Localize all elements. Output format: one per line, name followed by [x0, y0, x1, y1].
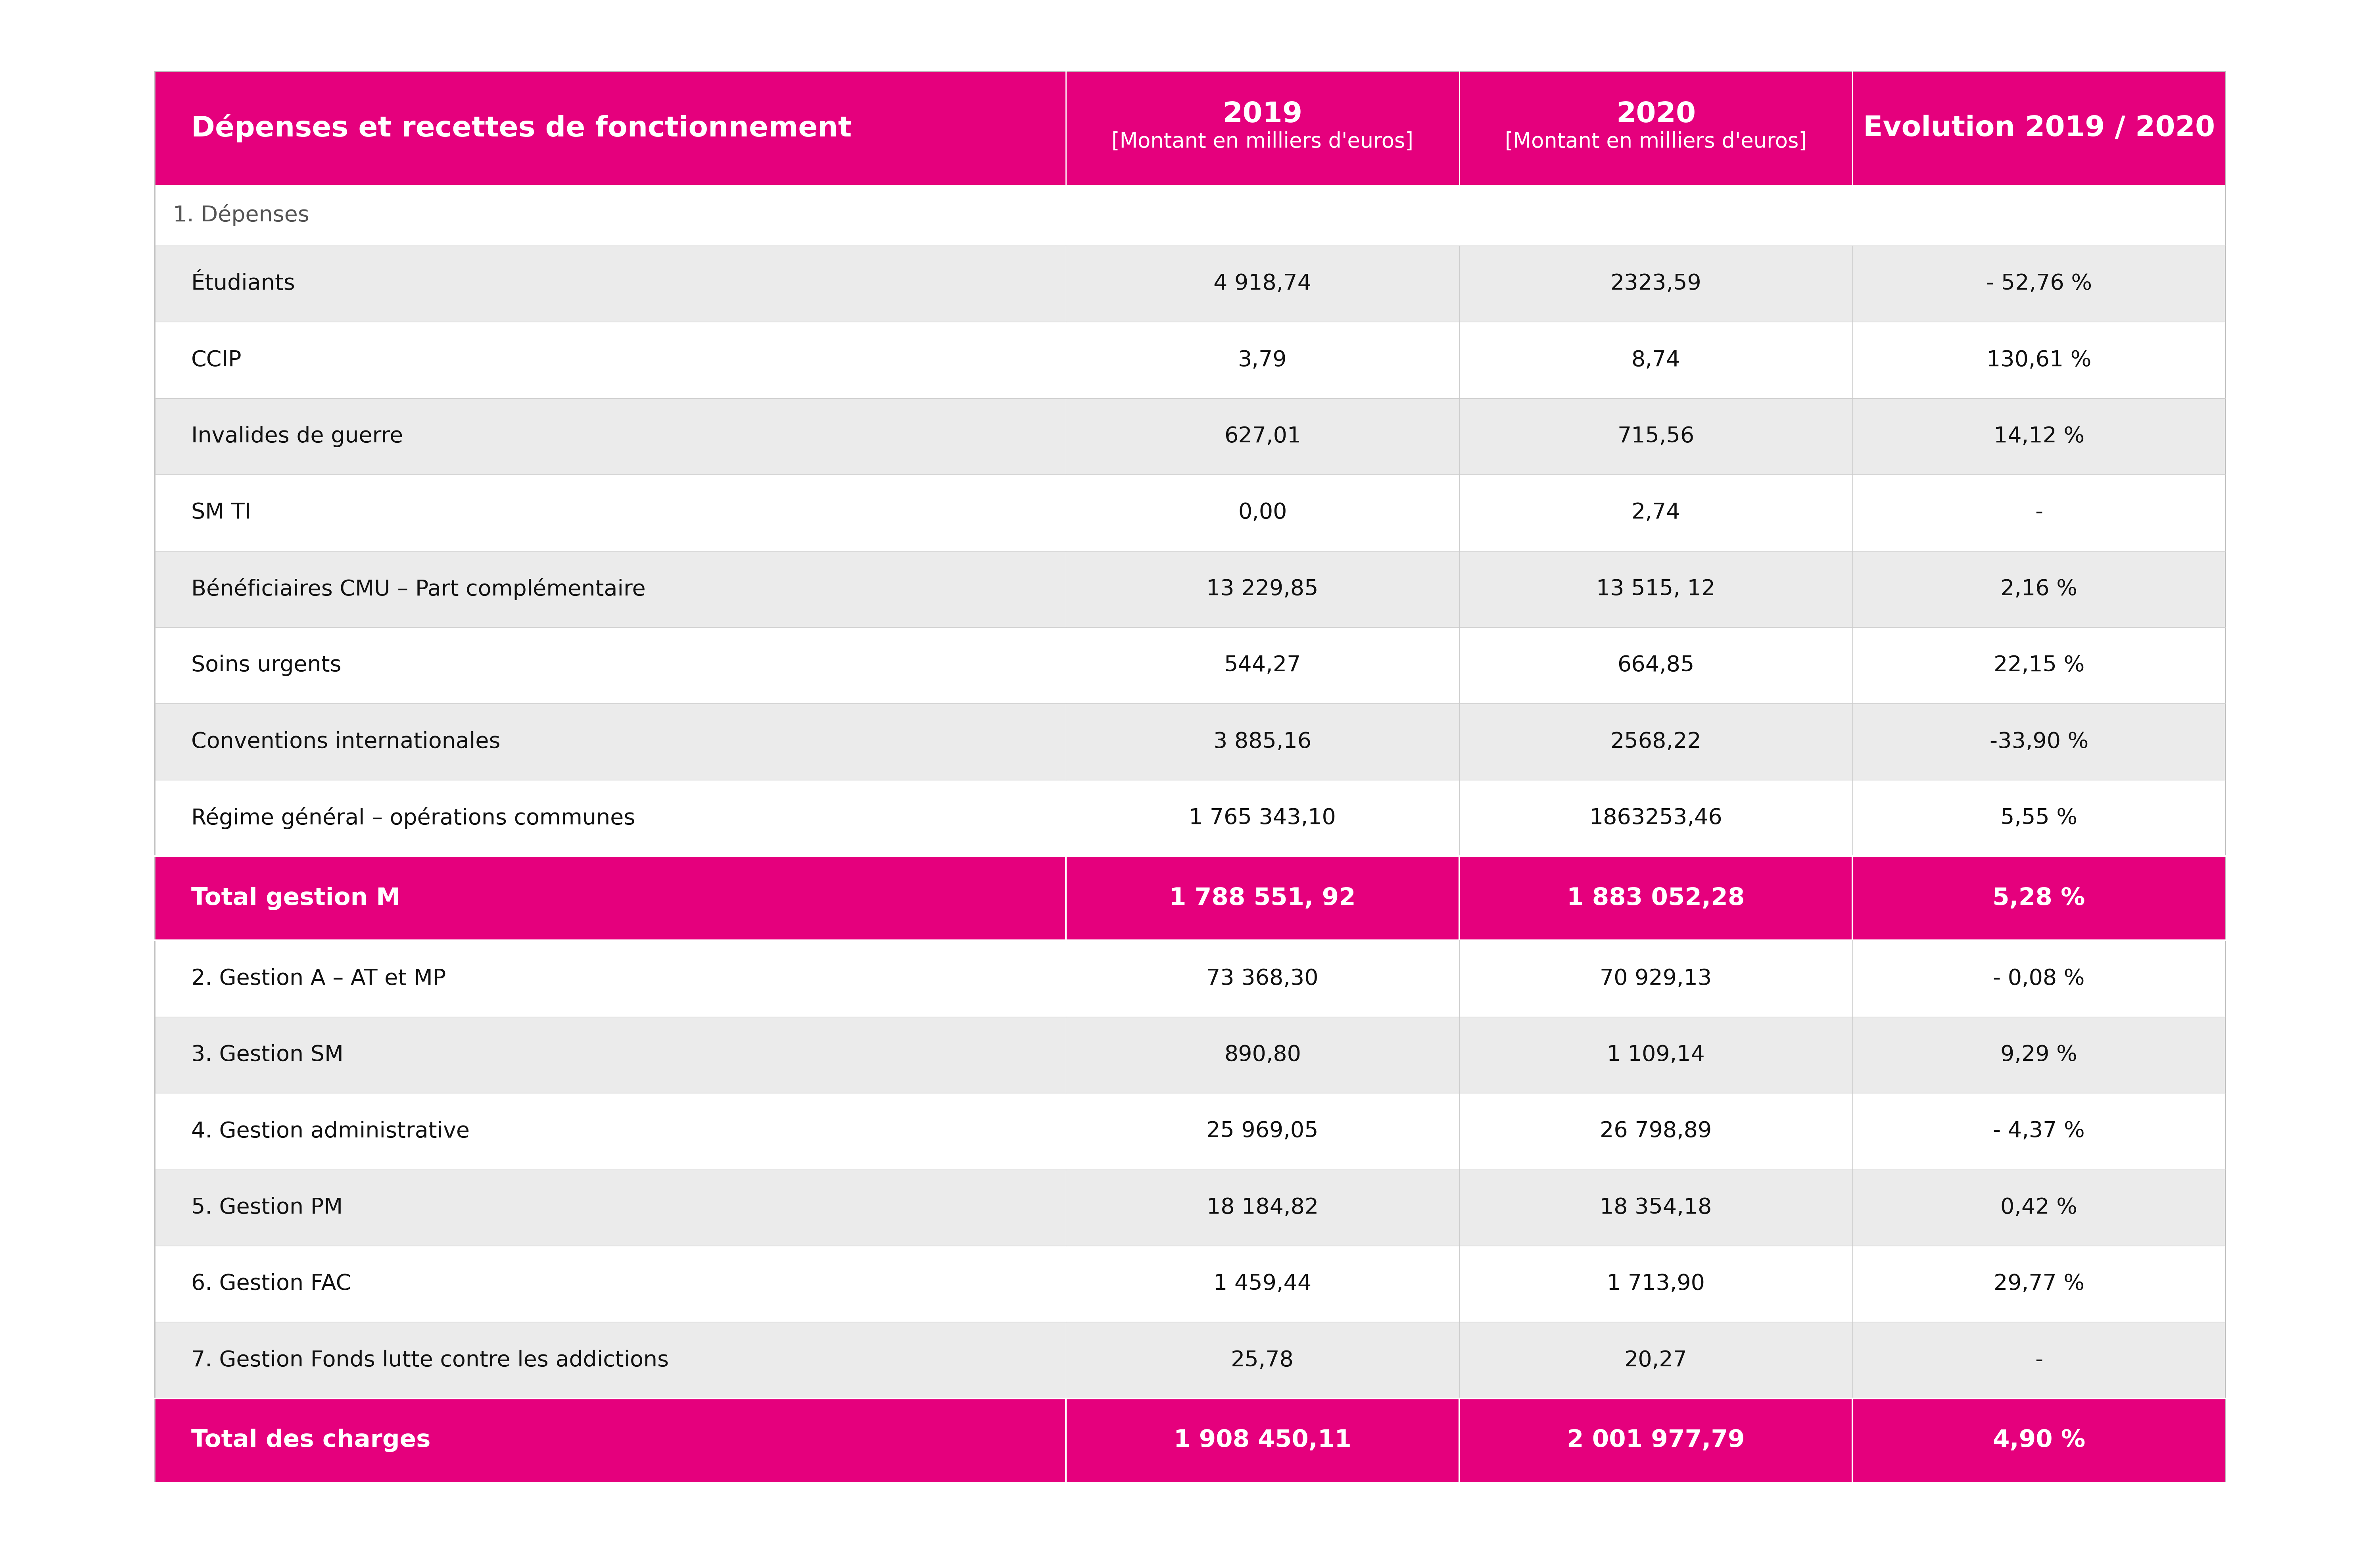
- Text: Bénéficiaires CMU – Part complémentaire: Bénéficiaires CMU – Part complémentaire: [190, 578, 645, 600]
- Text: -: -: [2035, 1349, 2042, 1371]
- Text: 4,90 %: 4,90 %: [1992, 1428, 2085, 1451]
- Text: 3 885,16: 3 885,16: [1214, 730, 1311, 752]
- Text: 1863253,46: 1863253,46: [1590, 808, 1723, 828]
- Text: 5,55 %: 5,55 %: [2002, 808, 2078, 828]
- Bar: [155, 1246, 2225, 1322]
- Text: 1 765 343,10: 1 765 343,10: [1190, 808, 1335, 828]
- Text: 2568,22: 2568,22: [1611, 730, 1702, 752]
- Bar: [155, 246, 2225, 322]
- Text: 7. Gestion Fonds lutte contre les addictions: 7. Gestion Fonds lutte contre les addict…: [190, 1349, 669, 1371]
- Text: 20,27: 20,27: [1626, 1349, 1687, 1371]
- Text: 1 883 052,28: 1 883 052,28: [1566, 887, 1745, 911]
- Text: 890,80: 890,80: [1223, 1044, 1302, 1066]
- Text: Invalides de guerre: Invalides de guerre: [190, 426, 402, 448]
- Text: Conventions internationales: Conventions internationales: [190, 730, 500, 752]
- Text: 2,74: 2,74: [1630, 502, 1680, 524]
- Text: 3. Gestion SM: 3. Gestion SM: [190, 1044, 343, 1066]
- Bar: [155, 940, 2225, 1016]
- Text: Total des charges: Total des charges: [190, 1428, 431, 1451]
- Text: Soins urgents: Soins urgents: [190, 654, 340, 676]
- Bar: [155, 704, 2225, 780]
- Text: CCIP: CCIP: [190, 350, 243, 371]
- Bar: [155, 185, 2225, 246]
- Text: 13 229,85: 13 229,85: [1207, 578, 1319, 600]
- Text: 8,74: 8,74: [1630, 350, 1680, 371]
- Text: 715,56: 715,56: [1618, 426, 1695, 448]
- Bar: [155, 1016, 2225, 1092]
- Text: 5. Gestion PM: 5. Gestion PM: [190, 1197, 343, 1218]
- Text: 130,61 %: 130,61 %: [1987, 350, 2092, 371]
- Text: 2323,59: 2323,59: [1611, 274, 1702, 295]
- Bar: [155, 1399, 2225, 1483]
- Text: 29,77 %: 29,77 %: [1994, 1273, 2085, 1294]
- Text: 0,42 %: 0,42 %: [2002, 1197, 2078, 1218]
- Text: 25 969,05: 25 969,05: [1207, 1120, 1319, 1142]
- Bar: [155, 628, 2225, 704]
- Text: - 4,37 %: - 4,37 %: [1992, 1120, 2085, 1142]
- Text: 2,16 %: 2,16 %: [2002, 578, 2078, 600]
- Text: Evolution 2019 / 2020: Evolution 2019 / 2020: [1864, 115, 2216, 141]
- Text: -33,90 %: -33,90 %: [1990, 730, 2087, 752]
- Text: 25,78: 25,78: [1230, 1349, 1295, 1371]
- Bar: [155, 474, 2225, 552]
- Text: 4 918,74: 4 918,74: [1214, 274, 1311, 295]
- Text: 6. Gestion FAC: 6. Gestion FAC: [190, 1273, 352, 1294]
- Text: 2020: 2020: [1616, 101, 1697, 129]
- Text: Étudiants: Étudiants: [190, 274, 295, 295]
- Text: 14,12 %: 14,12 %: [1994, 426, 2085, 448]
- Text: 70 929,13: 70 929,13: [1599, 968, 1711, 990]
- Text: 1 459,44: 1 459,44: [1214, 1273, 1311, 1294]
- Text: 627,01: 627,01: [1223, 426, 1302, 448]
- Text: 2 001 977,79: 2 001 977,79: [1566, 1428, 1745, 1451]
- Text: 664,85: 664,85: [1618, 654, 1695, 676]
- Text: 4. Gestion administrative: 4. Gestion administrative: [190, 1120, 469, 1142]
- Text: Dépenses et recettes de fonctionnement: Dépenses et recettes de fonctionnement: [190, 113, 852, 143]
- Bar: [155, 552, 2225, 628]
- Text: 2. Gestion A – AT et MP: 2. Gestion A – AT et MP: [190, 968, 445, 990]
- Text: 73 368,30: 73 368,30: [1207, 968, 1319, 990]
- Text: 26 798,89: 26 798,89: [1599, 1120, 1711, 1142]
- Text: 9,29 %: 9,29 %: [2002, 1044, 2078, 1066]
- Bar: [155, 856, 2225, 940]
- Text: 18 354,18: 18 354,18: [1599, 1197, 1711, 1218]
- Text: 1 788 551, 92: 1 788 551, 92: [1169, 887, 1357, 911]
- Text: -: -: [2035, 502, 2042, 524]
- Text: 22,15 %: 22,15 %: [1994, 654, 2085, 676]
- Text: 18 184,82: 18 184,82: [1207, 1197, 1319, 1218]
- Text: Total gestion M: Total gestion M: [190, 887, 400, 911]
- Bar: [155, 71, 2225, 185]
- Text: 544,27: 544,27: [1223, 654, 1302, 676]
- Bar: [155, 1092, 2225, 1170]
- Bar: [155, 398, 2225, 474]
- Text: Régime général – opérations communes: Régime général – opérations communes: [190, 807, 635, 830]
- Text: 1 109,14: 1 109,14: [1607, 1044, 1704, 1066]
- Bar: [155, 1322, 2225, 1399]
- Text: 13 515, 12: 13 515, 12: [1597, 578, 1716, 600]
- Bar: [155, 322, 2225, 398]
- Bar: [155, 1170, 2225, 1246]
- Text: 5,28 %: 5,28 %: [1992, 887, 2085, 911]
- Text: SM TI: SM TI: [190, 502, 252, 524]
- Text: [Montant en milliers d'euros]: [Montant en milliers d'euros]: [1504, 132, 1806, 152]
- Text: [Montant en milliers d'euros]: [Montant en milliers d'euros]: [1111, 132, 1414, 152]
- Text: - 52,76 %: - 52,76 %: [1985, 274, 2092, 295]
- Text: 1 908 450,11: 1 908 450,11: [1173, 1428, 1352, 1451]
- Text: 2019: 2019: [1223, 101, 1302, 129]
- Text: 1 713,90: 1 713,90: [1607, 1273, 1704, 1294]
- Text: 0,00: 0,00: [1238, 502, 1288, 524]
- Text: - 0,08 %: - 0,08 %: [1992, 968, 2085, 990]
- Bar: [155, 780, 2225, 856]
- Text: 3,79: 3,79: [1238, 350, 1288, 371]
- Bar: [155, 71, 2225, 1483]
- Text: 1. Dépenses: 1. Dépenses: [174, 204, 309, 227]
